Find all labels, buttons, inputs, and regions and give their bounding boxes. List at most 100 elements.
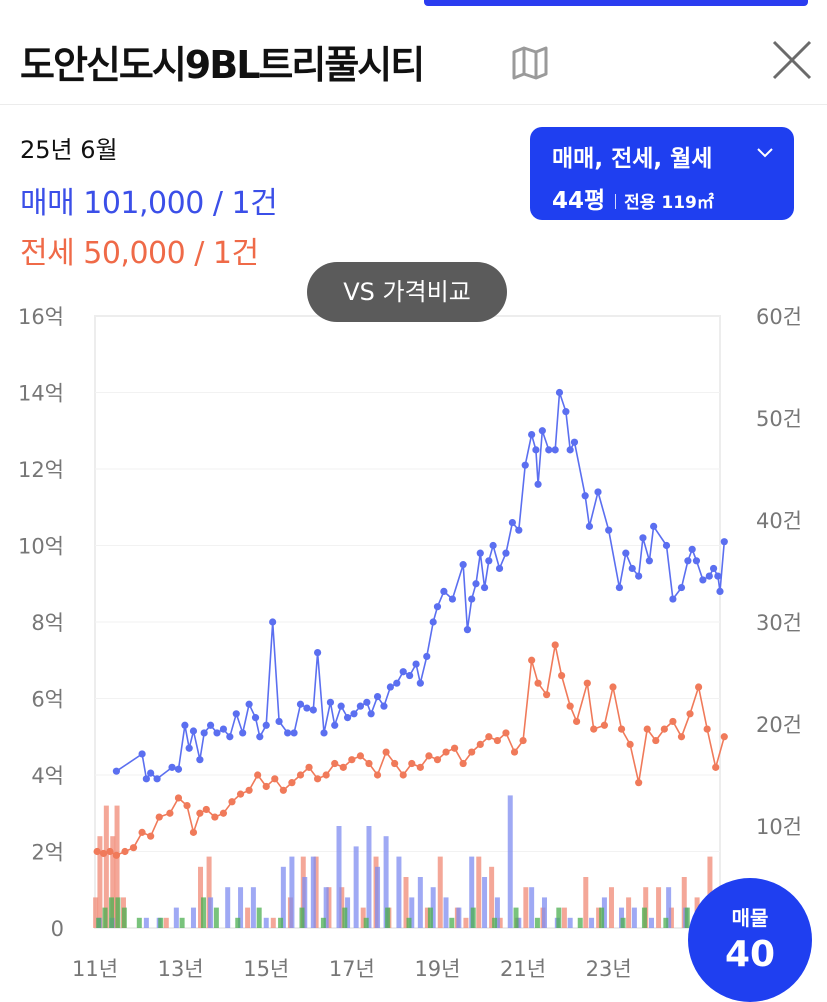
sale-point bbox=[326, 698, 335, 706]
jeonse-point bbox=[720, 733, 728, 741]
volume-bar bbox=[158, 917, 164, 928]
sale-point bbox=[219, 725, 228, 733]
jeonse-point bbox=[669, 717, 677, 726]
volume-bar bbox=[417, 877, 423, 928]
volume-bar bbox=[497, 917, 503, 928]
y-right-tick-label: 20건 bbox=[756, 713, 802, 737]
sale-point bbox=[480, 583, 489, 592]
jeonse-point bbox=[660, 725, 668, 733]
sale-point bbox=[174, 765, 183, 773]
vs-compare-button[interactable]: VS 가격비교 bbox=[307, 262, 507, 322]
area-label: 전용 119㎡ bbox=[624, 193, 714, 213]
pyeong-label: 44평 bbox=[552, 188, 606, 214]
volume-bar bbox=[238, 887, 244, 928]
sale-point bbox=[303, 704, 311, 712]
volume-bar bbox=[666, 887, 672, 928]
volume-bar bbox=[360, 907, 366, 928]
sale-point bbox=[412, 660, 420, 668]
sale-point bbox=[677, 583, 686, 592]
map-icon[interactable] bbox=[510, 42, 550, 82]
volume-bar bbox=[456, 907, 462, 928]
jeonse-point bbox=[271, 775, 279, 783]
close-icon[interactable] bbox=[768, 36, 816, 84]
volume-bar bbox=[108, 897, 114, 928]
sale-point bbox=[337, 702, 345, 710]
jeonse-point bbox=[510, 748, 519, 756]
sale-point bbox=[251, 714, 260, 722]
volume-bar bbox=[339, 887, 345, 928]
volume-bar bbox=[406, 917, 412, 928]
listings-button[interactable]: 매물 40 bbox=[688, 878, 812, 1002]
trade-types-label: 매매, 전세, 월세 bbox=[552, 146, 713, 172]
volume-bar bbox=[299, 907, 305, 928]
volume-bar bbox=[529, 887, 535, 928]
jeonse-point bbox=[121, 847, 129, 856]
sale-point bbox=[538, 427, 546, 435]
volume-bar bbox=[313, 856, 319, 928]
jeonse-point bbox=[450, 744, 459, 752]
volume-bar bbox=[599, 907, 605, 928]
jeonse-point bbox=[408, 759, 416, 768]
sale-point bbox=[476, 549, 484, 557]
volume-bar bbox=[326, 887, 332, 928]
trade-filter-button[interactable]: 매매, 전세, 월세 44평 전용 119㎡ bbox=[530, 127, 794, 220]
volume-bar bbox=[225, 887, 231, 928]
volume-bar bbox=[396, 856, 402, 928]
sale-point bbox=[699, 576, 707, 584]
sale-point bbox=[581, 492, 589, 500]
sale-value: 101,000 / 1건 bbox=[83, 186, 278, 221]
page-title: 도안신도시9BL트리풀시티 bbox=[20, 43, 425, 87]
volume-bar bbox=[213, 907, 219, 928]
volume-bar bbox=[684, 907, 690, 928]
sale-point bbox=[684, 557, 692, 565]
price-chart[interactable]: 0 2억 4억 6억 8억 10억 12억 14억 16억 10건 20건 30건 40건 50건 60건 1… bbox=[0, 290, 827, 992]
volume-bar bbox=[463, 917, 469, 928]
chevron-down-icon bbox=[757, 148, 773, 158]
jeonse-point bbox=[228, 798, 236, 806]
jeonse-point bbox=[245, 786, 253, 794]
jeonse-point bbox=[296, 771, 305, 779]
volume-bar bbox=[541, 897, 547, 928]
volume-bar bbox=[96, 917, 102, 928]
volume-bar bbox=[143, 917, 149, 928]
sale-point bbox=[615, 583, 624, 592]
volume-bar bbox=[263, 917, 269, 928]
sale-point bbox=[688, 545, 696, 553]
volume-bar bbox=[278, 917, 284, 928]
sale-point bbox=[386, 683, 394, 691]
sale-point bbox=[262, 721, 270, 729]
sale-point bbox=[669, 595, 677, 603]
jeonse-point bbox=[643, 725, 651, 733]
volume-bar bbox=[206, 856, 212, 928]
sale-point bbox=[521, 461, 529, 469]
volume-bar bbox=[173, 907, 179, 928]
sale-point bbox=[562, 408, 570, 416]
sale-point bbox=[566, 446, 574, 454]
jeonse-point bbox=[262, 782, 270, 791]
y-left-tick-label: 14억 bbox=[18, 382, 64, 406]
jeonse-point bbox=[712, 763, 720, 771]
volume-bar bbox=[494, 897, 500, 928]
jeonse-point bbox=[558, 671, 566, 680]
sale-point bbox=[399, 668, 407, 676]
jeonse-value: 50,000 / 1건 bbox=[83, 236, 259, 271]
sale-point bbox=[423, 652, 431, 661]
header: 도안신도시9BL트리풀시티 bbox=[0, 6, 827, 105]
sale-point bbox=[709, 564, 718, 573]
volume-bar bbox=[385, 907, 391, 928]
x-tick-label: 13년 bbox=[158, 957, 204, 981]
jeonse-point bbox=[236, 790, 245, 798]
sale-point bbox=[373, 692, 382, 701]
y-left-tick-label: 2억 bbox=[31, 841, 64, 865]
sale-point bbox=[628, 564, 636, 573]
sale-point bbox=[495, 564, 504, 573]
volume-bar bbox=[469, 856, 475, 928]
divider bbox=[615, 194, 617, 209]
volume-bar bbox=[179, 917, 185, 928]
volume-bar bbox=[302, 877, 308, 928]
sale-point bbox=[459, 561, 467, 569]
volume-bar bbox=[245, 907, 251, 928]
jeonse-point bbox=[476, 740, 484, 748]
jeonse-point bbox=[305, 763, 313, 771]
sale-point bbox=[463, 626, 472, 634]
